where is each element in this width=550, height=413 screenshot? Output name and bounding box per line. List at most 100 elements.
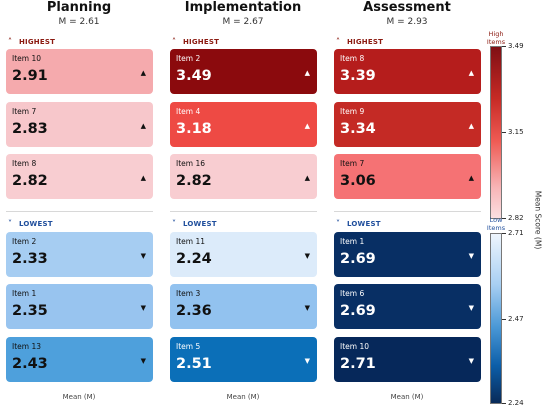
- chevron-up-icon: ˄: [172, 37, 177, 46]
- triangle-down-icon: ▼: [304, 357, 310, 365]
- item-name: Item 3: [176, 289, 201, 298]
- lowest-item-card: Item 3 2.36 ▼: [170, 284, 317, 329]
- triangle-up-icon: ▲: [304, 122, 310, 130]
- triangle-down-icon: ▼: [468, 357, 474, 365]
- low-items-colorbar-title: Low Items: [486, 216, 506, 232]
- triangle-up-icon: ▲: [468, 174, 474, 182]
- triangle-down-icon: ▼: [468, 304, 474, 312]
- item-name: Item 10: [340, 342, 370, 351]
- triangle-up-icon: ▲: [140, 122, 146, 130]
- item-mean-value: 2.82: [176, 173, 212, 189]
- lowest-section-label: ˅ LOWEST: [336, 219, 381, 228]
- lowest-item-card: Item 10 2.71 ▼: [334, 337, 481, 382]
- highest-item-card: Item 16 2.82 ▲: [170, 154, 317, 199]
- chevron-up-icon: ˄: [8, 37, 13, 46]
- highest-label-text: HIGHEST: [183, 38, 220, 46]
- highest-section-label: ˄ HIGHEST: [8, 37, 55, 46]
- lowest-item-card: Item 2 2.33 ▼: [6, 232, 153, 277]
- triangle-down-icon: ▼: [140, 357, 146, 365]
- item-mean-value: 3.18: [176, 121, 212, 137]
- item-mean-value: 2.69: [340, 251, 376, 267]
- chevron-down-icon: ˅: [172, 219, 177, 228]
- colorbar-tick-label: 2.71: [508, 229, 524, 237]
- triangle-up-icon: ▲: [304, 174, 310, 182]
- highest-label-text: HIGHEST: [347, 38, 384, 46]
- low-items-colorbar: [490, 233, 502, 404]
- highest-section-label: ˄ HIGHEST: [172, 37, 219, 46]
- triangle-up-icon: ▲: [468, 122, 474, 130]
- item-name: Item 5: [176, 342, 201, 351]
- tick-mark: [502, 403, 506, 404]
- tick-mark: [502, 218, 506, 219]
- x-axis-label: Mean (M): [390, 393, 424, 401]
- item-mean-value: 2.36: [176, 303, 212, 319]
- x-axis-label: Mean (M): [226, 393, 260, 401]
- column-title: Assessment: [363, 0, 451, 15]
- item-mean-value: 2.51: [176, 356, 212, 372]
- column-title: Planning: [46, 0, 112, 15]
- item-name: Item 8: [340, 54, 365, 63]
- lowest-item-card: Item 5 2.51 ▼: [170, 337, 317, 382]
- lowest-label-text: LOWEST: [19, 220, 53, 228]
- highest-item-card: Item 7 3.06 ▲: [334, 154, 481, 199]
- x-axis-label: Mean (M): [62, 393, 96, 401]
- triangle-up-icon: ▲: [304, 69, 310, 77]
- chevron-down-icon: ˅: [336, 219, 341, 228]
- item-name: Item 16: [176, 159, 206, 168]
- lowest-section-label: ˅ LOWEST: [172, 219, 217, 228]
- item-mean-value: 3.06: [340, 173, 376, 189]
- item-name: Item 2: [176, 54, 201, 63]
- colorbar-tick-label: 2.47: [508, 315, 524, 323]
- triangle-down-icon: ▼: [468, 252, 474, 260]
- highest-label-text: HIGHEST: [19, 38, 56, 46]
- highest-item-card: Item 8 3.39 ▲: [334, 49, 481, 94]
- colorbar-tick-label: 2.24: [508, 399, 524, 407]
- triangle-down-icon: ▼: [140, 304, 146, 312]
- lowest-item-card: Item 11 2.24 ▼: [170, 232, 317, 277]
- item-mean-value: 2.82: [12, 173, 48, 189]
- item-name: Item 6: [340, 289, 365, 298]
- item-name: Item 4: [176, 107, 201, 116]
- lowest-item-card: Item 1 2.35 ▼: [6, 284, 153, 329]
- lowest-item-card: Item 6 2.69 ▼: [334, 284, 481, 329]
- lowest-label-text: LOWEST: [347, 220, 381, 228]
- tick-mark: [502, 132, 506, 133]
- highest-item-card: Item 4 3.18 ▲: [170, 102, 317, 147]
- triangle-down-icon: ▼: [304, 304, 310, 312]
- triangle-up-icon: ▲: [140, 69, 146, 77]
- triangle-down-icon: ▼: [304, 252, 310, 260]
- column-mean-label: M = 2.61: [58, 17, 100, 27]
- chevron-up-icon: ˄: [336, 37, 341, 46]
- lowest-item-card: Item 1 2.69 ▼: [334, 232, 481, 277]
- lowest-section-label: ˅ LOWEST: [8, 219, 53, 228]
- tick-mark: [502, 233, 506, 234]
- column-mean-label: M = 2.93: [386, 17, 428, 27]
- column-title: Implementation: [184, 0, 302, 15]
- item-name: Item 1: [12, 289, 37, 298]
- item-name: Item 9: [340, 107, 365, 116]
- lowest-item-card: Item 13 2.43 ▼: [6, 337, 153, 382]
- highest-item-card: Item 9 3.34 ▲: [334, 102, 481, 147]
- column-mean-label: M = 2.67: [222, 17, 264, 27]
- colorbar-tick-label: 3.15: [508, 128, 524, 136]
- colorbar-tick-label: 2.82: [508, 214, 524, 222]
- item-mean-value: 2.91: [12, 68, 48, 84]
- item-mean-value: 2.43: [12, 356, 48, 372]
- item-mean-value: 2.71: [340, 356, 376, 372]
- section-divider: [6, 211, 153, 212]
- highest-item-card: Item 7 2.83 ▲: [6, 102, 153, 147]
- section-divider: [170, 211, 317, 212]
- colorbar-tick-label: 3.49: [508, 42, 524, 50]
- lowest-label-text: LOWEST: [183, 220, 217, 228]
- item-mean-value: 2.69: [340, 303, 376, 319]
- highest-section-label: ˄ HIGHEST: [336, 37, 383, 46]
- item-mean-value: 2.24: [176, 251, 212, 267]
- item-name: Item 1: [340, 237, 365, 246]
- item-mean-value: 2.83: [12, 121, 48, 137]
- highest-item-card: Item 2 3.49 ▲: [170, 49, 317, 94]
- triangle-up-icon: ▲: [140, 174, 146, 182]
- item-name: Item 2: [12, 237, 37, 246]
- tick-mark: [502, 46, 506, 47]
- chevron-down-icon: ˅: [8, 219, 13, 228]
- highest-item-card: Item 8 2.82 ▲: [6, 154, 153, 199]
